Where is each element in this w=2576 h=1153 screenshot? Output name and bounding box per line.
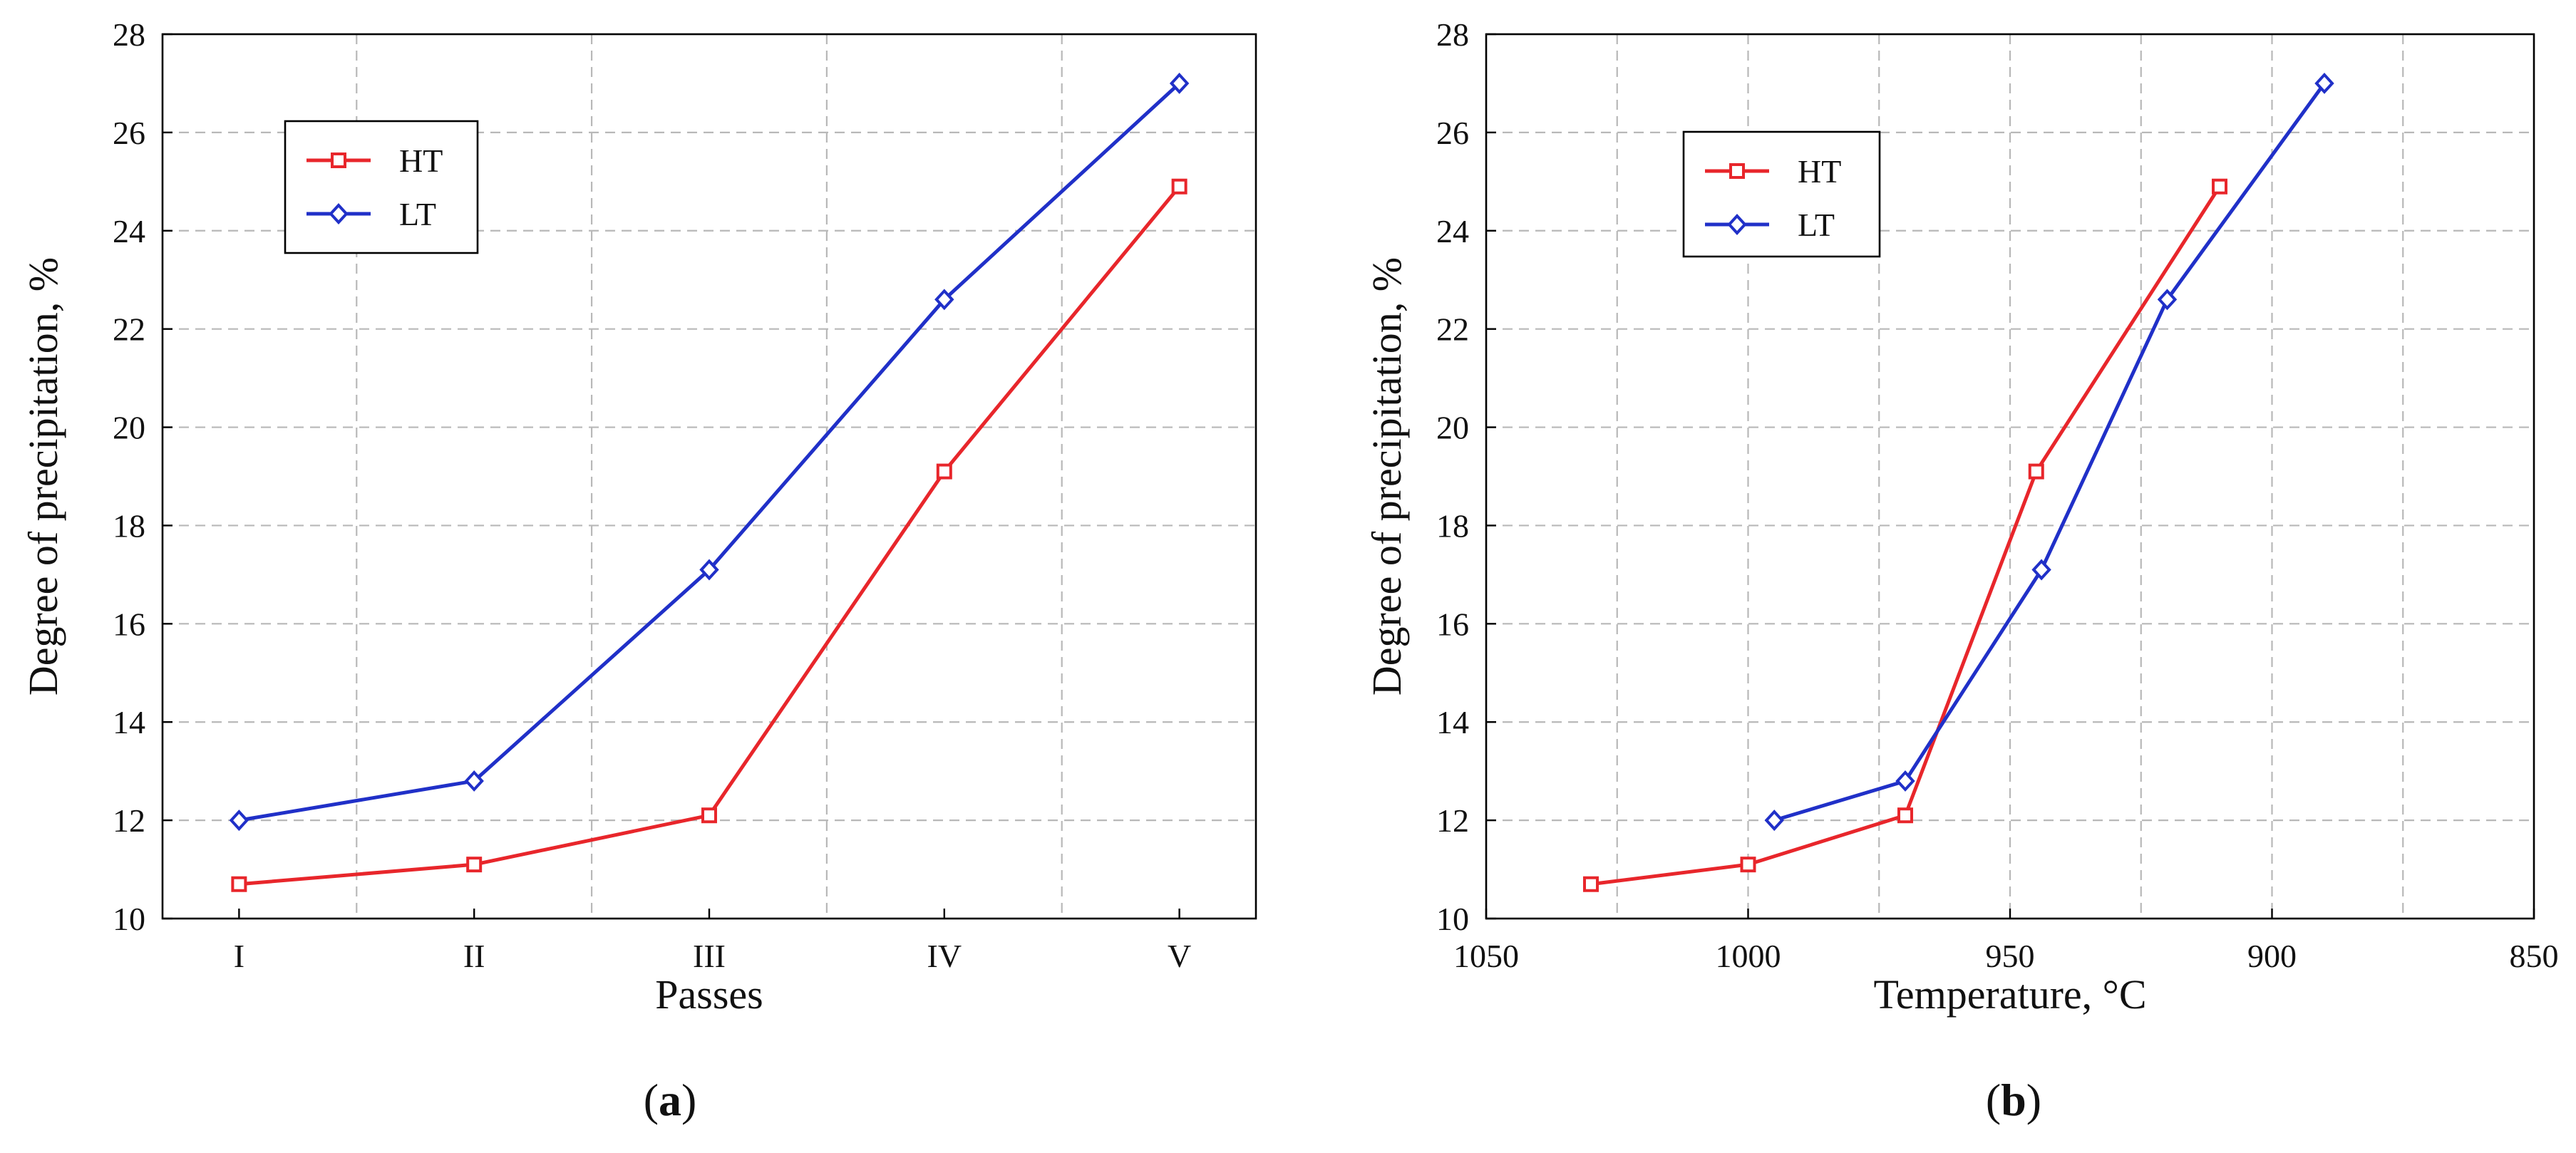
chart-b-series-lt-point-4	[2314, 72, 2334, 94]
chart-b-legend-lt-marker	[1727, 214, 1747, 235]
chart-a-x-axis-title: Passes	[655, 971, 763, 1018]
chart-a-ytick-label-1: 12	[113, 802, 145, 839]
chart-b-series-ht	[1583, 178, 2227, 892]
chart-b-series-ht-point-0	[1583, 876, 1599, 892]
chart-b-y-axis-title: Degree of precipitation, %	[1364, 257, 1410, 696]
chart-a-xtick-label-0: I	[234, 938, 244, 974]
chart-a-series-ht-point-4	[1171, 178, 1187, 195]
chart-b-xtick-label-2: 950	[1986, 938, 2035, 974]
chart-a-series-lt-point-1	[464, 770, 484, 792]
chart-a-ytick-label-8: 26	[113, 115, 145, 151]
chart-a-legend-ht-marker	[331, 152, 346, 168]
chart-b-series-lt	[1764, 72, 2334, 832]
chart-a-ytick-label-7: 24	[113, 213, 145, 249]
chart-a-series-lt	[229, 72, 1190, 832]
chart-b-ticks: 10 12 14 16 18 20 22 24 26 28 1050 1000 950 900 850	[1436, 16, 2559, 974]
chart-a-y-axis-title: Degree of precipitation, %	[20, 257, 66, 696]
chart-a-series-ht-point-2	[701, 807, 717, 824]
chart-a-legend-ht-label: HT	[399, 143, 443, 179]
chart-a-ytick-label-6: 22	[113, 311, 145, 348]
chart-b-series-ht-point-1	[1740, 857, 1756, 873]
chart-a-series-lt-point-3	[934, 289, 954, 311]
chart-b-grid	[1486, 34, 2534, 919]
chart-b-legend-box	[1682, 130, 1881, 258]
chart-a-series-ht-point-0	[231, 876, 247, 892]
chart-b-ytick-label-9: 28	[1436, 16, 1469, 53]
chart-b-ytick-label-8: 26	[1436, 115, 1469, 151]
chart-a-panel-label: (a)	[644, 1075, 697, 1125]
chart-a-legend-lt-label: LT	[399, 196, 436, 232]
chart-b-ytick-label-3: 16	[1436, 606, 1469, 642]
chart-b-series-lt-point-1	[1895, 770, 1915, 792]
chart-a-ytick-label-9: 28	[113, 16, 145, 53]
chart-b-temperature: 10 12 14 16 18 20 22 24 26 28 1050 1000 950 900 850 Te…	[1364, 16, 2559, 1125]
chart-b-ytick-label-4: 18	[1436, 507, 1469, 544]
chart-a-legend-lt-marker	[329, 203, 349, 224]
chart-b-ytick-label-1: 12	[1436, 802, 1469, 839]
chart-a-series-ht	[231, 178, 1187, 892]
chart-a-legend-box	[284, 120, 479, 254]
chart-a-ytick-label-5: 20	[113, 410, 145, 446]
chart-b-series-ht-point-3	[2028, 463, 2044, 480]
chart-b-legend-ht-label: HT	[1798, 153, 1841, 190]
chart-b-series-lt-point-3	[2157, 289, 2178, 311]
chart-b-legend-lt-label: LT	[1798, 207, 1835, 243]
chart-a-ytick-label-2: 14	[113, 704, 145, 740]
chart-b-xtick-label-4: 850	[2510, 938, 2559, 974]
chart-b-xtick-label-0: 1050	[1453, 938, 1519, 974]
chart-a-legend: HT LT	[284, 120, 479, 254]
chart-b-ytick-label-0: 10	[1436, 901, 1469, 937]
chart-b-series	[1583, 72, 2334, 892]
chart-b-ytick-label-5: 20	[1436, 410, 1469, 446]
chart-a-series	[229, 72, 1190, 892]
chart-a-series-lt-point-0	[229, 810, 249, 832]
chart-b-series-lt-point-0	[1764, 810, 1784, 832]
chart-a-ytick-label-4: 18	[113, 507, 145, 544]
chart-a-series-lt-point-4	[1169, 72, 1190, 94]
chart-b-legend-ht-marker	[1729, 163, 1745, 179]
chart-a-series-ht-point-1	[466, 857, 483, 873]
chart-a-xtick-label-4: V	[1168, 938, 1191, 974]
chart-b-ytick-label-2: 14	[1436, 704, 1469, 740]
chart-a-ytick-label-0: 10	[113, 901, 145, 937]
chart-a-xtick-label-3: IV	[927, 938, 962, 974]
chart-a-ytick-label-3: 16	[113, 606, 145, 642]
chart-b-ytick-label-6: 22	[1436, 311, 1469, 348]
chart-b-ytick-label-7: 24	[1436, 213, 1469, 249]
chart-b-xtick-label-3: 900	[2247, 938, 2297, 974]
chart-a-series-lt-point-2	[699, 559, 719, 581]
chart-b-legend: HT LT	[1682, 130, 1881, 258]
chart-b-panel-label: (b)	[1986, 1075, 2041, 1125]
chart-b-x-axis-title: Temperature, °C	[1873, 971, 2146, 1018]
chart-b-series-ht-point-2	[1897, 807, 1913, 824]
chart-a-series-ht-point-3	[936, 463, 952, 480]
chart-a-xtick-label-2: III	[693, 938, 726, 974]
chart-b-xtick-label-1: 1000	[1716, 938, 1781, 974]
chart-b-series-lt-point-2	[2031, 559, 2051, 581]
chart-a-xtick-label-1: II	[463, 938, 485, 974]
chart-b-series-ht-point-4	[2212, 178, 2227, 195]
